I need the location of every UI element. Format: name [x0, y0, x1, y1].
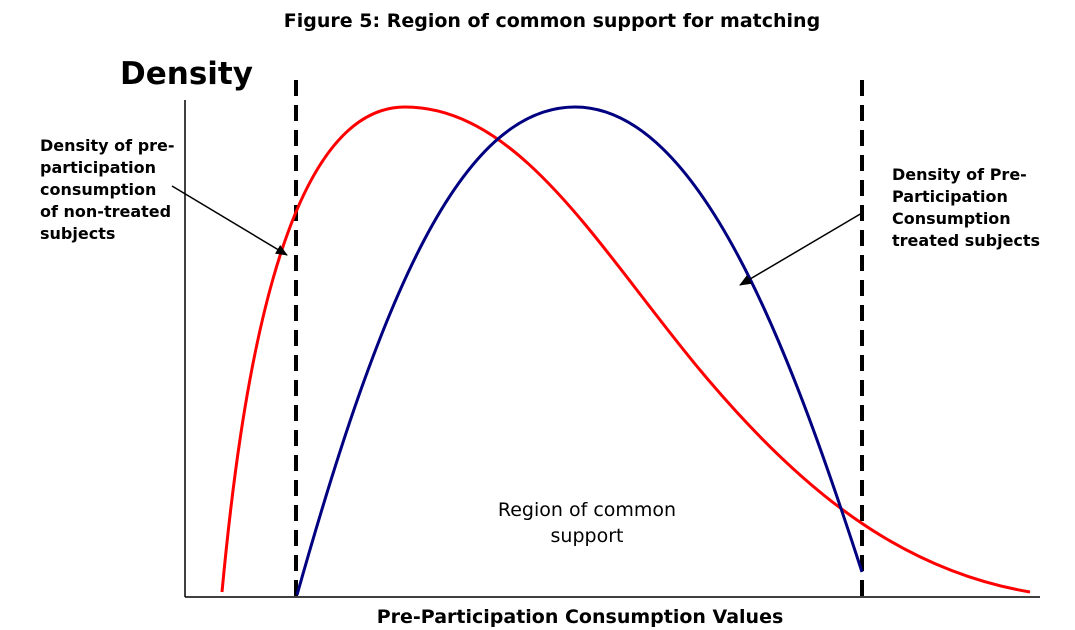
annotation-line: of non-treated	[40, 202, 171, 221]
x-axis-label: Pre-Participation Consumption Values	[377, 606, 784, 628]
annotation-line: participation	[40, 158, 156, 177]
annotation-line: support	[551, 525, 624, 547]
annotation-line: treated subjects	[892, 231, 1040, 250]
center-label: Region of common support	[498, 499, 676, 547]
treated-density	[295, 105, 864, 596]
annotation-line: subjects	[40, 224, 115, 243]
left-annotation: Density of pre-participation consumption o…	[40, 136, 175, 243]
annotation-line: consumption	[40, 180, 156, 199]
y-axis-label: Density	[120, 56, 253, 92]
arrow	[171, 185, 288, 256]
annotation-line: Participation	[892, 187, 1008, 206]
title: Figure 5: Region of common support for m…	[284, 10, 820, 32]
annotation-line: Region of common	[498, 499, 676, 521]
annotation-line: Consumption	[892, 209, 1011, 228]
arrow	[739, 212, 863, 286]
annotation-line: Density of Pre-	[892, 165, 1027, 184]
right-annotation: Density of Pre- Participation Consumption t…	[892, 165, 1040, 250]
non-treated-density	[220, 105, 1031, 594]
annotation-line: Density of pre-	[40, 136, 175, 155]
